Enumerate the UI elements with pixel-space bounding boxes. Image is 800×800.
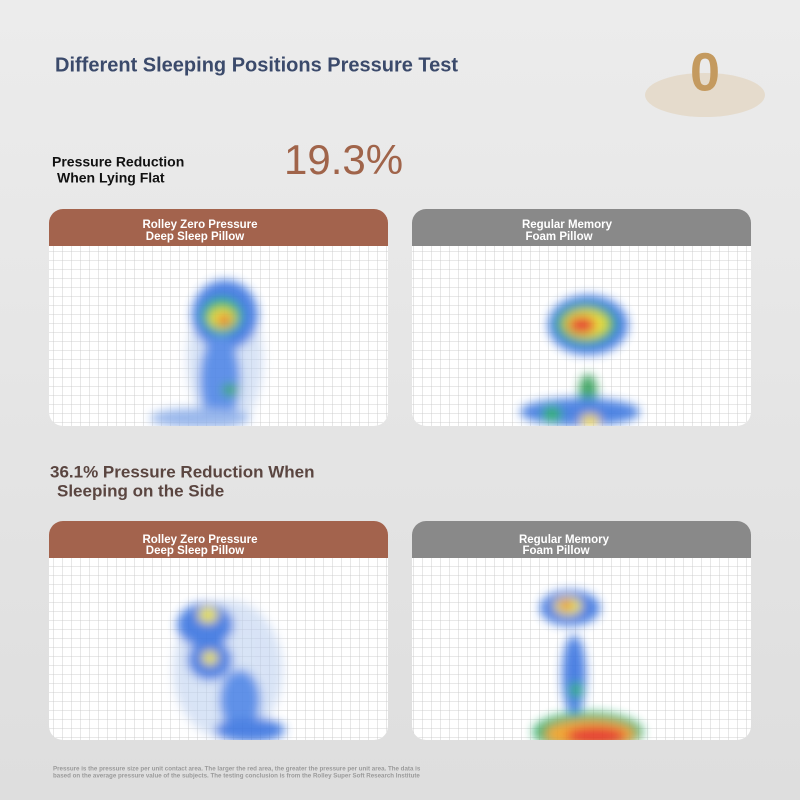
footnote: Pressure is the pressure size per unit c… — [53, 766, 421, 773]
panel-header: Regular Memory — [522, 219, 613, 231]
flat-value: 19.3% — [284, 136, 403, 183]
panel-header: Regular Memory — [519, 534, 610, 546]
panel — [49, 521, 388, 740]
flat-label: Pressure Reduction — [52, 154, 184, 170]
side-heading: 36.1% Pressure Reduction When — [50, 462, 315, 481]
panel-header: Rolley Zero Pressure — [142, 534, 257, 546]
panel — [49, 209, 388, 426]
panel-header: Foam Pillow — [525, 231, 592, 243]
flat-label: When Lying Flat — [57, 170, 165, 186]
panel — [412, 209, 751, 426]
panel-header: Deep Sleep Pillow — [146, 231, 244, 243]
panel — [412, 521, 751, 740]
panel-header: Foam Pillow — [522, 545, 589, 557]
logo-mat — [645, 73, 765, 117]
panel-header: Deep Sleep Pillow — [146, 545, 244, 557]
logo: 0 — [690, 42, 720, 102]
side-heading: Sleeping on the Side — [57, 481, 224, 500]
footnote: based on the average pressure value of t… — [53, 773, 420, 780]
title: Different Sleeping Positions Pressure Te… — [55, 54, 458, 76]
panel-header: Rolley Zero Pressure — [142, 219, 257, 231]
